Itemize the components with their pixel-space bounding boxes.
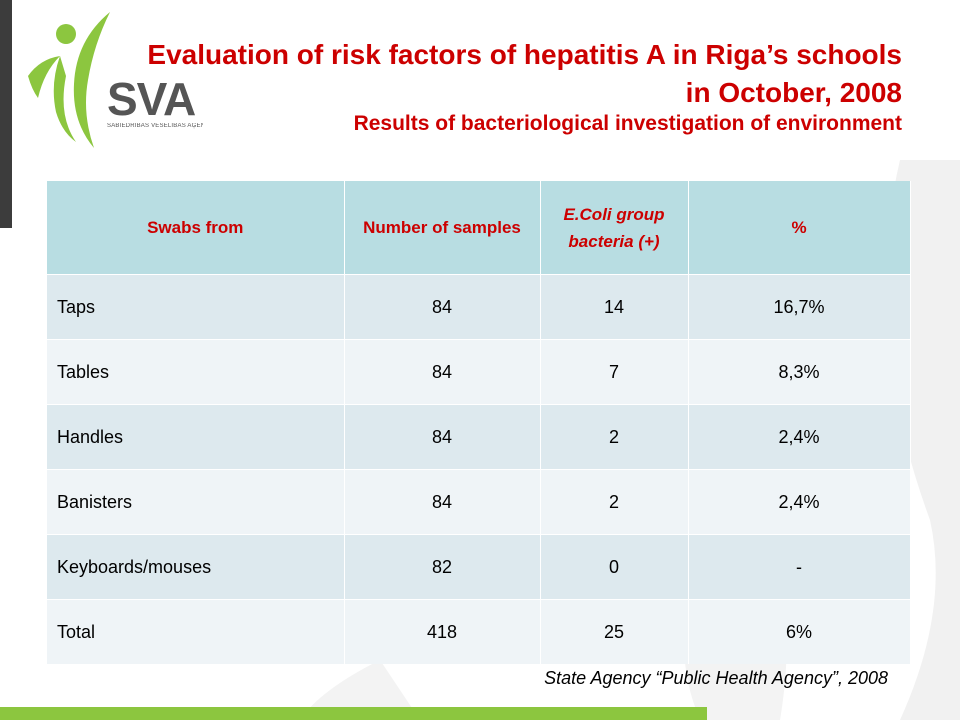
cell-ecoli-positive: 7 (540, 339, 689, 405)
cell-number-of-samples: 84 (344, 404, 541, 470)
cell-ecoli-positive: 25 (540, 599, 689, 664)
cell-swabs-from: Taps (47, 274, 345, 340)
cell-percent: 6% (688, 599, 911, 664)
page-title: Evaluation of risk factors of hepatitis … (147, 39, 902, 108)
cell-percent: 8,3% (688, 339, 911, 405)
cell-percent: 2,4% (688, 469, 911, 535)
sva-logo (10, 4, 200, 154)
table-row: Taps 84 14 16,7% (47, 274, 911, 340)
cell-ecoli-positive: 2 (540, 404, 689, 470)
column-header-number-of-samples: Number of samples (344, 181, 541, 275)
cell-percent: 16,7% (688, 274, 911, 340)
cell-percent: 2,4% (688, 404, 911, 470)
cell-number-of-samples: 84 (344, 469, 541, 535)
table-row: Handles 84 2 2,4% (47, 404, 911, 470)
cell-swabs-from: Keyboards/mouses (47, 534, 345, 600)
table-row: Keyboards/mouses 82 0 - (47, 534, 911, 600)
column-header-ecoli-positive: E.Coli group bacteria (+) (540, 181, 689, 275)
cell-swabs-from: Handles (47, 404, 345, 470)
person-figure-icon (28, 12, 110, 148)
table-row: Banisters 84 2 2,4% (47, 469, 911, 535)
cell-swabs-from: Tables (47, 339, 345, 405)
cell-number-of-samples: 84 (344, 274, 541, 340)
cell-ecoli-positive: 0 (540, 534, 689, 600)
table-header-row: Swabs from Number of samples E.Coli grou… (47, 181, 911, 275)
cell-ecoli-positive: 14 (540, 274, 689, 340)
cell-ecoli-positive: 2 (540, 469, 689, 535)
cell-number-of-samples: 418 (344, 599, 541, 664)
cell-number-of-samples: 84 (344, 339, 541, 405)
results-table: Swabs from Number of samples E.Coli grou… (47, 181, 911, 664)
table-row-total: Total 418 25 6% (47, 599, 911, 664)
logo-wordmark: SVA (107, 73, 196, 125)
bottom-accent-bar (0, 707, 707, 720)
cell-swabs-from: Banisters (47, 469, 345, 535)
left-accent-bar (0, 0, 12, 228)
cell-swabs-from: Total (47, 599, 345, 664)
logo-subtext: SABIEDRĪBAS VESELĪBAS AĢENTŪRA (107, 123, 203, 129)
table-row: Tables 84 7 8,3% (47, 339, 911, 405)
cell-number-of-samples: 82 (344, 534, 541, 600)
source-citation: State Agency “Public Health Agency”, 200… (544, 668, 888, 688)
page-subtitle: Results of bacteriological investigation… (353, 112, 902, 135)
column-header-swabs-from: Swabs from (47, 181, 345, 275)
cell-percent: - (688, 534, 911, 600)
column-header-percent: % (688, 181, 911, 275)
